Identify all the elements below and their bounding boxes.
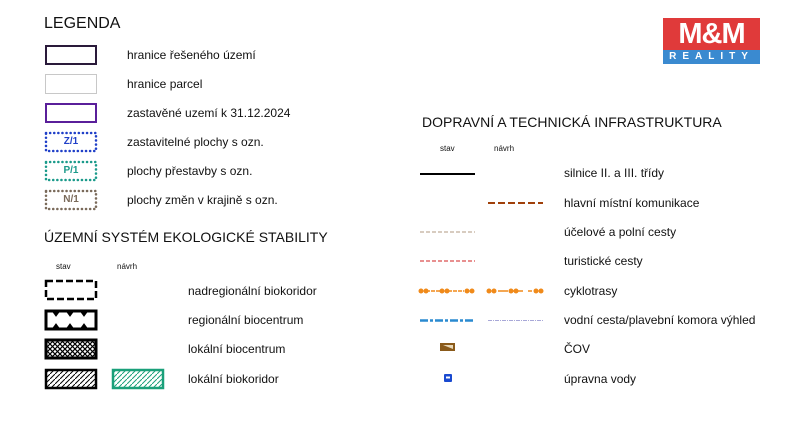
- legend-label: zastavitelné plochy s ozn.: [127, 135, 264, 149]
- logo-bottom: REALITY: [663, 50, 760, 64]
- infra-label: vodní cesta/plavební komora výhled: [564, 313, 756, 327]
- legend-label: plochy přestavby s ozn.: [127, 164, 253, 178]
- landscape-code: N/1: [63, 194, 79, 205]
- infra-col-navrh: návrh: [494, 144, 515, 153]
- legend-label: zastavěné uzemí k 31.12.2024: [127, 106, 291, 120]
- uses-label: lokální biokoridor: [188, 372, 279, 386]
- legend-title: LEGENDA: [44, 15, 121, 32]
- road-symbol: [420, 173, 475, 175]
- uses-label: regionální biocentrum: [188, 313, 304, 327]
- legend-label: plochy změn v krajině s ozn.: [127, 193, 278, 207]
- uses-label: nadregionální biokoridor: [188, 284, 317, 298]
- legend-label: hranice parcel: [127, 77, 203, 91]
- supraregional-corridor-symbol: [44, 279, 98, 301]
- infra-label: účelové a polní cesty: [564, 225, 677, 239]
- uses-col-stav: stav: [56, 262, 71, 271]
- infra-title: DOPRAVNÍ A TECHNICKÁ INFRASTRUKTURA: [422, 114, 722, 130]
- buildable-area-symbol: [44, 131, 98, 153]
- local-biocentre-symbol: [44, 338, 98, 360]
- infra-label: hlavní místní komunikace: [564, 196, 700, 210]
- infra-label: turistické cesty: [564, 254, 643, 268]
- redevelopment-code: P/1: [63, 165, 79, 176]
- logo-top: M&M: [663, 18, 760, 50]
- regional-biocentre-symbol: [44, 309, 98, 331]
- infra-label: úpravna vody: [564, 372, 637, 386]
- company-logo: M&M REALITY: [663, 18, 760, 64]
- waterway-existing-symbol: [420, 319, 475, 322]
- redevelopment-area-symbol: [44, 160, 98, 182]
- uses-title: ÚZEMNÍ SYSTÉM EKOLOGICKÉ STABILITY: [44, 229, 328, 245]
- infra-label: cyklotrasy: [564, 284, 618, 298]
- field-path-symbol: [420, 231, 475, 233]
- waterway-proposed-symbol: [488, 320, 543, 321]
- legend-label: hranice řešeného území: [127, 48, 256, 62]
- uses-label: lokální biocentrum: [188, 342, 286, 356]
- local-corridor-existing-symbol: [44, 368, 98, 390]
- uses-col-navrh: návrh: [117, 262, 138, 271]
- parcel-boundary-symbol: [45, 74, 97, 94]
- cycle-route-existing-symbol: [418, 288, 475, 294]
- cycle-route-proposed-symbol: [486, 288, 544, 294]
- tourist-path-symbol: [420, 260, 475, 262]
- water-treatment-icon: [444, 374, 452, 382]
- built-up-area-symbol: [45, 103, 97, 123]
- infra-label: ČOV: [564, 342, 591, 356]
- local-road-symbol: [488, 202, 543, 204]
- local-corridor-proposed-symbol: [111, 368, 165, 390]
- infra-col-stav: stav: [440, 144, 455, 153]
- wastewater-plant-icon: [440, 343, 455, 351]
- landscape-change-symbol: [44, 189, 98, 211]
- buildable-code: Z/1: [63, 136, 79, 147]
- boundary-solved-area-symbol: [45, 45, 97, 65]
- infra-label: silnice II. a III. třídy: [564, 166, 665, 180]
